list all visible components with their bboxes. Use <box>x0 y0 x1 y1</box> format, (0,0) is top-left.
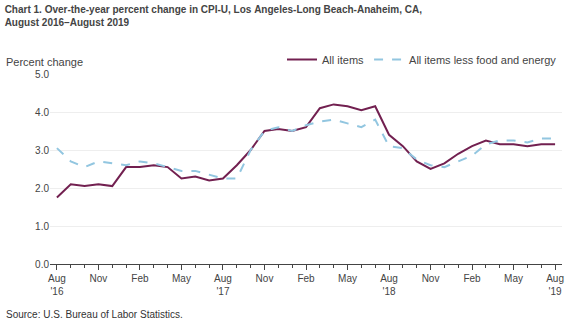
svg-text:Feb: Feb <box>131 273 149 284</box>
svg-text:Aug'16: Aug'16 <box>48 273 66 297</box>
svg-text:Aug'17: Aug'17 <box>214 273 232 297</box>
svg-text:May: May <box>504 273 523 284</box>
svg-text:1.0: 1.0 <box>35 221 49 232</box>
svg-text:All items: All items <box>322 54 364 66</box>
svg-text:Chart 1. Over-the-year percent: Chart 1. Over-the-year percent change in… <box>5 4 423 28</box>
svg-text:Aug'19: Aug'19 <box>546 273 564 297</box>
svg-text:May: May <box>338 273 357 284</box>
svg-text:Aug'18: Aug'18 <box>380 273 398 297</box>
svg-text:Nov: Nov <box>256 273 274 284</box>
svg-text:2.0: 2.0 <box>35 183 49 194</box>
svg-text:5.0: 5.0 <box>35 69 49 80</box>
svg-text:Percent change: Percent change <box>6 56 83 68</box>
svg-text:Nov: Nov <box>90 273 108 284</box>
svg-text:0.0: 0.0 <box>35 259 49 270</box>
svg-text:All items less food and energy: All items less food and energy <box>409 54 556 66</box>
svg-text:Source: U.S. Bureau of Labor S: Source: U.S. Bureau of Labor Statistics. <box>6 309 183 320</box>
svg-text:Feb: Feb <box>463 273 481 284</box>
svg-text:Nov: Nov <box>422 273 440 284</box>
svg-text:4.0: 4.0 <box>35 107 49 118</box>
svg-text:May: May <box>172 273 191 284</box>
svg-text:3.0: 3.0 <box>35 145 49 156</box>
svg-text:Feb: Feb <box>297 273 315 284</box>
